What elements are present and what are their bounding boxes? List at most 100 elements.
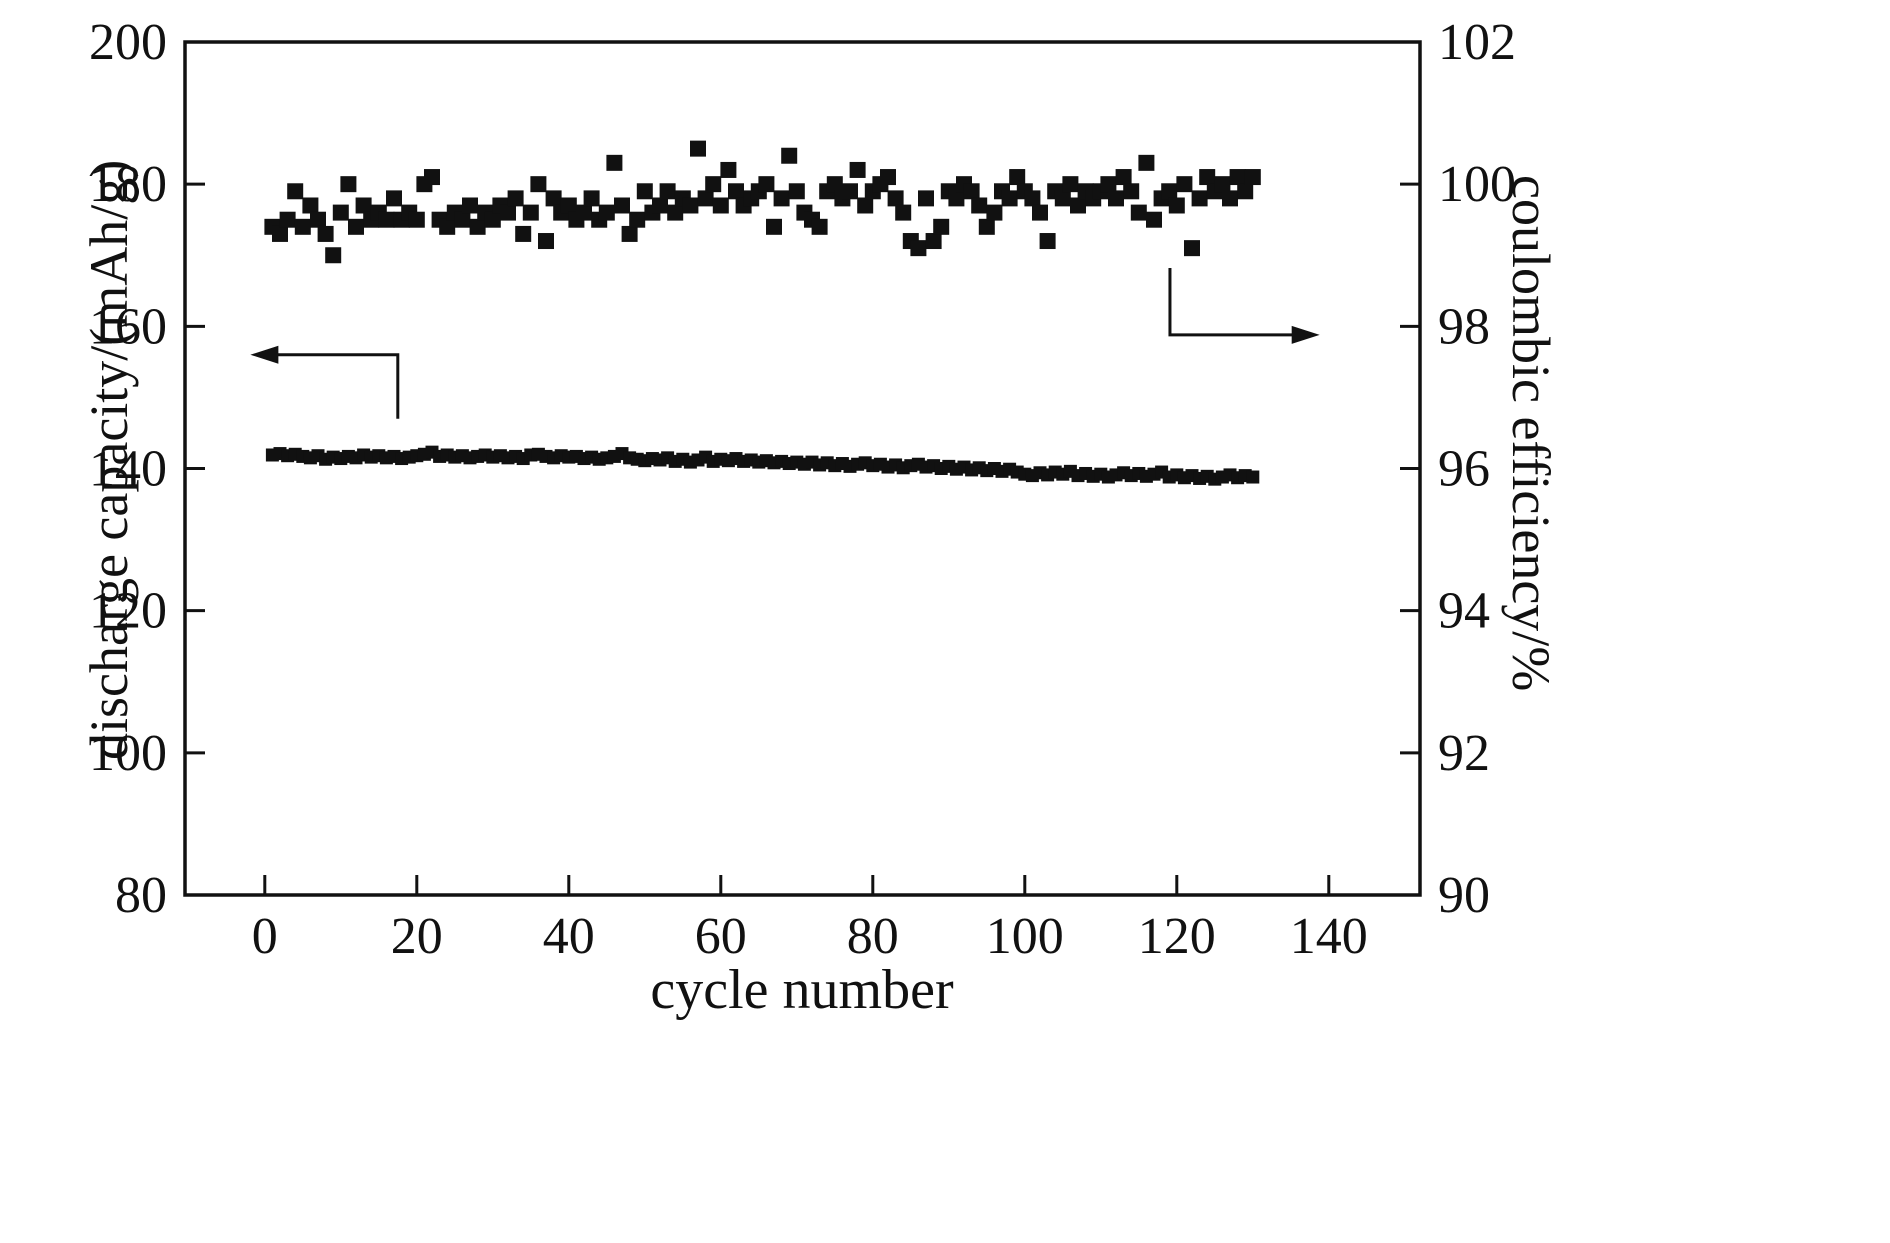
x-tick-label: 60 [695,908,747,965]
marker-coulombic-efficiency [781,147,798,164]
marker-coulombic-efficiency [310,211,326,228]
x-tick-label: 100 [986,908,1064,965]
y-right-tick-label: 96 [1438,441,1490,498]
x-axis-title: cycle number [650,959,954,1021]
marker-coulombic-efficiency [294,218,311,235]
marker-coulombic-efficiency [287,183,304,200]
marker-coulombic-efficiency [925,233,942,250]
marker-coulombic-efficiency [682,197,699,214]
marker-coulombic-efficiency [507,190,524,207]
marker-coulombic-efficiency [1237,183,1254,200]
y-right-tick-label: 90 [1438,867,1490,924]
marker-coulombic-efficiency [1176,176,1193,193]
marker-coulombic-efficiency [1222,190,1238,207]
y-left-tick-label: 140 [89,441,167,498]
marker-coulombic-efficiency [1184,240,1200,257]
marker-coulombic-efficiency [1229,169,1246,186]
marker-coulombic-efficiency [978,218,995,235]
marker-coulombic-efficiency [462,197,478,214]
marker-coulombic-efficiency [545,190,562,207]
marker-coulombic-efficiency [1138,154,1155,171]
marker-coulombic-efficiency [971,197,988,214]
marker-coulombic-efficiency [1161,183,1178,200]
marker-coulombic-efficiency [279,211,296,228]
y-left-tick-label: 200 [89,14,167,71]
marker-coulombic-efficiency [933,218,950,235]
marker-coulombic-efficiency [439,218,456,235]
marker-coulombic-efficiency [1039,233,1056,250]
marker-coulombic-efficiency [1024,190,1041,207]
marker-coulombic-efficiency [408,211,425,228]
marker-coulombic-efficiency [386,190,402,207]
marker-coulombic-efficiency [705,176,722,193]
y-axis-title-right: coulombic efficiency/% [1501,175,1561,692]
marker-coulombic-efficiency [424,169,440,186]
y-left-tick-label: 160 [89,298,167,355]
marker-coulombic-efficiency [355,197,372,214]
marker-coulombic-efficiency [887,190,904,207]
x-tick-label: 0 [252,908,278,965]
x-tick-label: 120 [1138,908,1216,965]
marker-coulombic-efficiency [484,211,501,228]
marker-coulombic-efficiency [1108,190,1124,207]
marker-coulombic-efficiency [1070,197,1086,214]
y-left-tick-label: 80 [115,867,167,924]
marker-coulombic-efficiency [598,204,615,221]
x-tick-label: 20 [391,908,443,965]
marker-coulombic-efficiency [773,190,790,207]
marker-coulombic-efficiency [522,204,539,221]
right-axis-pointer-arrow-head [1291,325,1320,344]
marker-coulombic-efficiency [332,204,349,221]
marker-coulombic-efficiency [1168,197,1185,214]
marker-coulombic-efficiency [766,218,782,235]
marker-coulombic-efficiency [340,176,357,193]
marker-coulombic-efficiency [636,183,653,200]
marker-coulombic-efficiency [1115,169,1132,186]
marker-coulombic-efficiency [948,190,965,207]
marker-coulombic-efficiency [530,176,547,193]
marker-coulombic-efficiency [614,197,630,214]
marker-coulombic-efficiency [348,218,364,235]
y-right-tick-label: 92 [1438,725,1490,782]
right-axis-pointer-arrow-shaft [1168,268,1298,337]
marker-coulombic-efficiency [788,183,805,200]
marker-coulombic-efficiency [720,161,737,178]
marker-coulombic-efficiency [302,197,319,214]
marker-coulombic-efficiency [728,183,744,200]
marker-coulombic-efficiency [454,211,471,228]
marker-coulombic-efficiency [1009,169,1026,186]
marker-discharge-capacity [1246,470,1260,484]
marker-coulombic-efficiency [667,204,684,221]
x-tick-label: 80 [847,908,899,965]
x-tick-label: 40 [543,908,595,965]
marker-coulombic-efficiency [659,183,676,200]
marker-coulombic-efficiency [1199,169,1216,186]
marker-coulombic-efficiency [317,225,334,242]
marker-coulombic-efficiency [560,197,577,214]
marker-coulombic-efficiency [842,183,858,200]
marker-coulombic-efficiency [895,204,912,221]
marker-coulombic-efficiency [469,218,486,235]
marker-coulombic-efficiency [621,225,638,242]
marker-coulombic-efficiency [811,218,828,235]
y-left-tick-label: 120 [89,583,167,640]
y-right-tick-label: 98 [1438,298,1490,355]
marker-coulombic-efficiency [1244,169,1261,186]
y-right-tick-label: 100 [1438,156,1516,213]
marker-coulombic-efficiency [712,197,729,214]
marker-coulombic-efficiency [500,204,516,221]
marker-coulombic-efficiency [1001,190,1018,207]
marker-coulombic-efficiency [576,204,592,221]
marker-coulombic-efficiency [1214,176,1231,193]
marker-coulombic-efficiency [880,169,896,186]
marker-coulombic-efficiency [918,190,934,207]
marker-coulombic-efficiency [849,161,866,178]
marker-coulombic-efficiency [1130,204,1147,221]
marker-coulombic-efficiency [963,183,980,200]
marker-coulombic-efficiency [697,190,714,207]
marker-coulombic-efficiency [652,197,668,214]
marker-coulombic-efficiency [910,240,927,257]
marker-coulombic-efficiency [1123,183,1140,200]
